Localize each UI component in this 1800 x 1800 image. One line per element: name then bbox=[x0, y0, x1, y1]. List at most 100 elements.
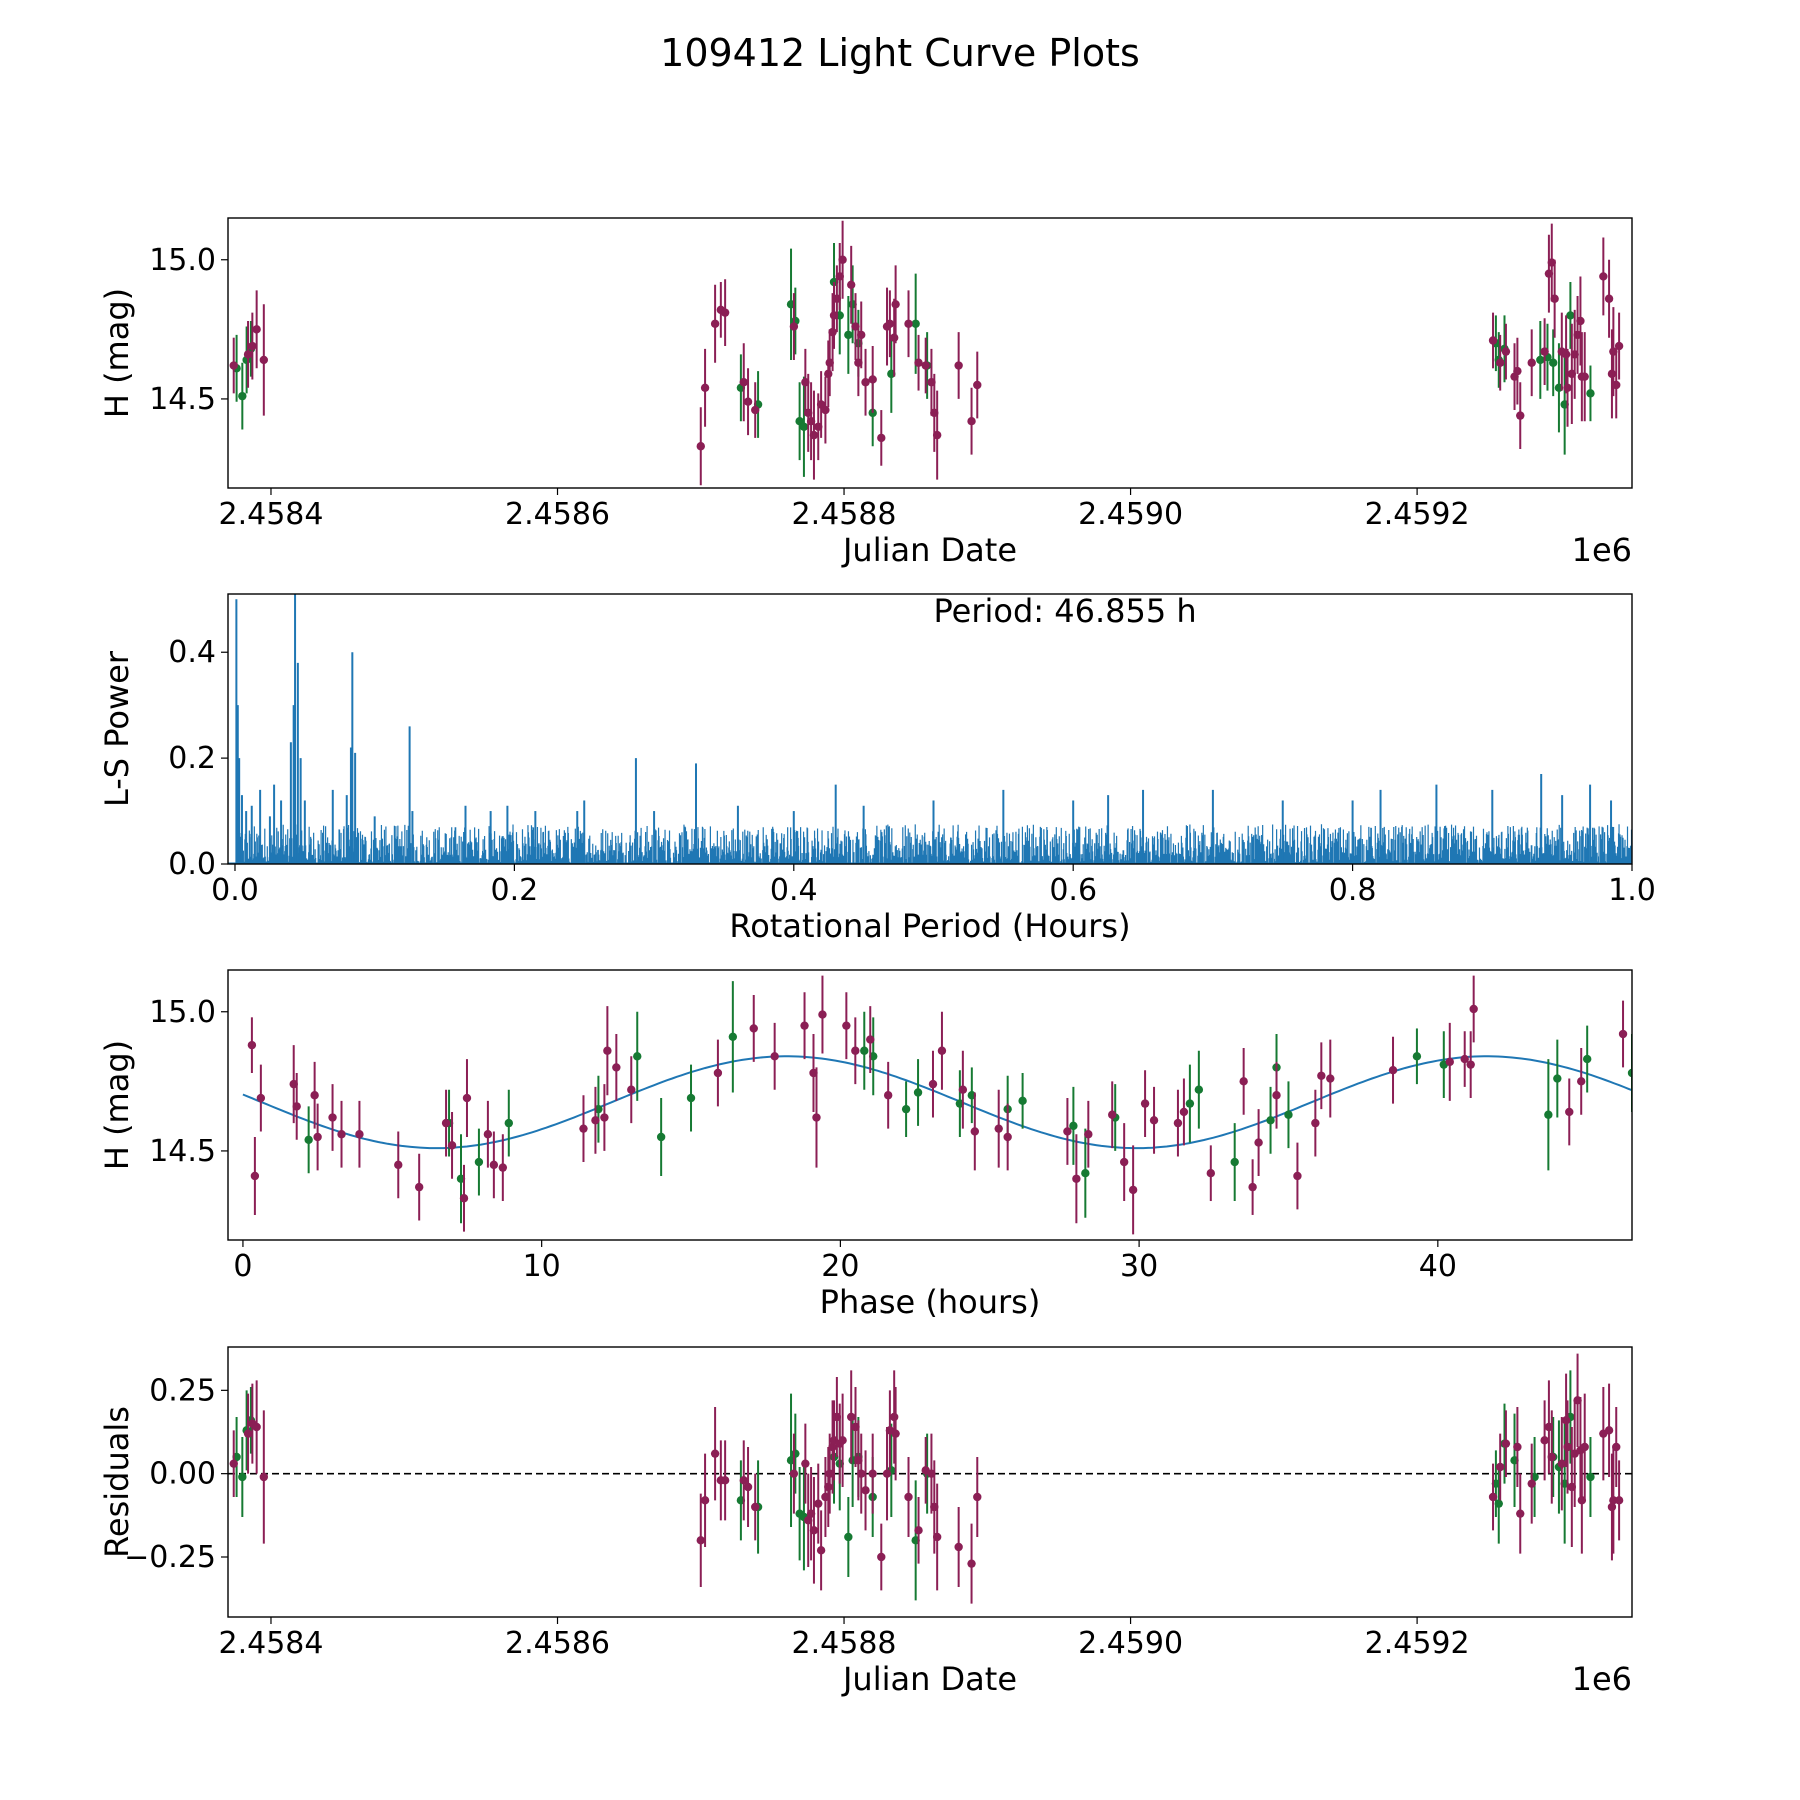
x-offset-label: 1e6 bbox=[1572, 531, 1632, 569]
data-point bbox=[937, 1046, 947, 1055]
data-point bbox=[821, 405, 830, 415]
data-point bbox=[504, 1118, 513, 1128]
data-point bbox=[816, 1546, 826, 1555]
data-point bbox=[1536, 355, 1545, 365]
x-tick-label: 2.4592 bbox=[1365, 497, 1470, 532]
data-point bbox=[474, 1157, 484, 1167]
data-point bbox=[1003, 1132, 1012, 1142]
data-point bbox=[259, 1472, 269, 1482]
data-point bbox=[739, 378, 748, 387]
data-point bbox=[857, 330, 866, 340]
data-point bbox=[883, 1091, 893, 1100]
data-point bbox=[901, 1104, 911, 1114]
y-axis-label: H (mag) bbox=[98, 288, 136, 418]
y-tick-label: 14.5 bbox=[149, 1134, 216, 1169]
data-point bbox=[967, 416, 976, 426]
x-tick-label: 2.4584 bbox=[218, 1626, 323, 1661]
data-point bbox=[1185, 1099, 1195, 1108]
data-point bbox=[911, 319, 920, 328]
series-green bbox=[232, 243, 1595, 477]
data-point bbox=[720, 308, 730, 317]
data-point bbox=[1599, 272, 1608, 281]
data-point bbox=[1272, 1091, 1281, 1100]
data-point bbox=[1563, 383, 1572, 392]
data-point bbox=[250, 1171, 260, 1181]
x-tick-label: 2.4588 bbox=[792, 1626, 897, 1661]
data-point bbox=[1388, 1066, 1398, 1075]
data-point bbox=[868, 375, 877, 384]
data-point bbox=[1018, 1096, 1027, 1106]
data-point bbox=[1561, 350, 1571, 359]
data-point bbox=[1516, 1509, 1525, 1518]
x-tick-label: 40 bbox=[1419, 1249, 1457, 1284]
x-tick-label: 0.6 bbox=[1049, 873, 1097, 908]
data-point bbox=[252, 325, 261, 334]
data-point bbox=[882, 1469, 892, 1478]
data-point bbox=[800, 1021, 809, 1030]
data-point bbox=[1580, 1442, 1589, 1452]
data-point bbox=[696, 1536, 705, 1545]
x-axis-label: Rotational Period (Hours) bbox=[729, 907, 1130, 945]
series-green bbox=[232, 1370, 1595, 1601]
figure-title: 109412 Light Curve Plots bbox=[660, 31, 1140, 75]
data-point bbox=[247, 1040, 257, 1050]
data-point bbox=[1284, 1110, 1293, 1119]
data-point bbox=[1495, 358, 1505, 367]
residuals-frame bbox=[227, 1346, 1633, 1618]
data-point bbox=[928, 1079, 938, 1089]
data-point bbox=[844, 1532, 853, 1542]
data-point bbox=[889, 333, 899, 342]
data-point bbox=[1149, 1116, 1159, 1125]
y-tick-label: 14.5 bbox=[149, 382, 216, 417]
y-tick-label: 15.0 bbox=[149, 243, 216, 278]
data-point bbox=[809, 430, 819, 440]
y-axis-label: H (mag) bbox=[98, 1040, 136, 1170]
phased-frame bbox=[227, 969, 1633, 1241]
data-point bbox=[868, 1469, 877, 1478]
data-point bbox=[844, 330, 853, 340]
data-point bbox=[229, 361, 238, 370]
data-point bbox=[1488, 1492, 1498, 1502]
data-point bbox=[696, 442, 705, 451]
data-point bbox=[1239, 1077, 1248, 1086]
data-point bbox=[447, 1141, 457, 1150]
data-point bbox=[713, 1068, 723, 1078]
x-tick-label: 10 bbox=[523, 1249, 561, 1284]
data-point bbox=[1540, 1436, 1549, 1445]
data-point bbox=[932, 430, 942, 440]
data-point bbox=[414, 1182, 424, 1192]
data-point bbox=[967, 1559, 976, 1568]
x-tick-label: 0 bbox=[233, 1249, 252, 1284]
data-point bbox=[838, 255, 847, 264]
data-point bbox=[328, 1113, 337, 1122]
y-tick-label: 0.25 bbox=[149, 1373, 216, 1408]
data-point bbox=[789, 322, 799, 331]
data-point bbox=[954, 361, 963, 370]
x-offset-label: 1e6 bbox=[1572, 1660, 1632, 1698]
data-point bbox=[861, 378, 870, 387]
data-point bbox=[851, 1046, 860, 1055]
data-point bbox=[842, 1021, 851, 1030]
data-point bbox=[799, 422, 809, 431]
data-point bbox=[1173, 1118, 1183, 1128]
data-point bbox=[394, 1160, 403, 1170]
data-point bbox=[248, 341, 257, 351]
data-point bbox=[877, 1552, 886, 1562]
data-point bbox=[252, 1422, 261, 1432]
data-point bbox=[1194, 1085, 1204, 1094]
data-point bbox=[1501, 1439, 1511, 1448]
data-point bbox=[256, 1093, 266, 1103]
data-point bbox=[1108, 1110, 1117, 1119]
data-point bbox=[1119, 1157, 1129, 1167]
data-point bbox=[1230, 1157, 1239, 1167]
x-tick-label: 2.4590 bbox=[1078, 1626, 1183, 1661]
x-tick-label: 2.4590 bbox=[1078, 497, 1183, 532]
series-green bbox=[304, 981, 1632, 1224]
data-point bbox=[973, 1492, 982, 1502]
data-point bbox=[1553, 1074, 1562, 1083]
periodogram-peaks bbox=[235, 594, 1613, 864]
data-point bbox=[1563, 1442, 1572, 1452]
data-point bbox=[1586, 1472, 1595, 1482]
data-point bbox=[462, 1093, 472, 1103]
x-tick-label: 0.0 bbox=[211, 873, 259, 908]
